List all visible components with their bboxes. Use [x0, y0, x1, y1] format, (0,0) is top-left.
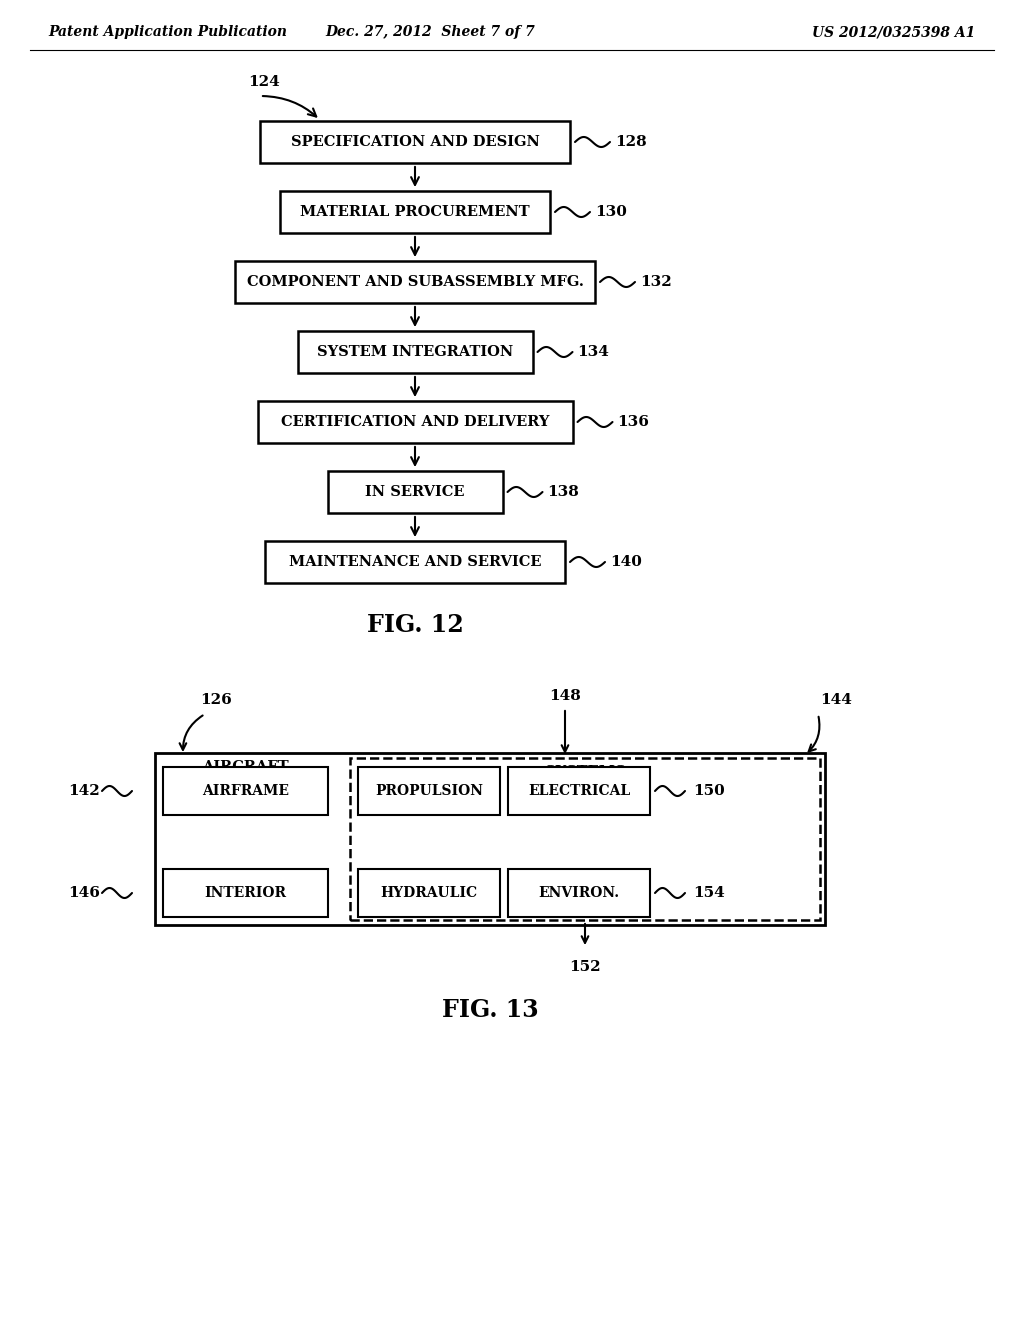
Text: Patent Application Publication: Patent Application Publication [48, 25, 287, 40]
Text: US 2012/0325398 A1: US 2012/0325398 A1 [812, 25, 975, 40]
Text: 134: 134 [578, 345, 609, 359]
Text: 148: 148 [549, 689, 581, 704]
Text: 152: 152 [569, 960, 601, 974]
Text: 144: 144 [820, 693, 852, 708]
FancyBboxPatch shape [508, 767, 650, 814]
FancyBboxPatch shape [298, 331, 532, 374]
FancyBboxPatch shape [260, 121, 570, 162]
FancyBboxPatch shape [257, 401, 572, 444]
FancyBboxPatch shape [163, 767, 328, 814]
Text: 124: 124 [248, 75, 280, 88]
Text: SPECIFICATION AND DESIGN: SPECIFICATION AND DESIGN [291, 135, 540, 149]
Text: CERTIFICATION AND DELIVERY: CERTIFICATION AND DELIVERY [281, 414, 549, 429]
FancyBboxPatch shape [358, 767, 500, 814]
Text: INTERIOR: INTERIOR [205, 886, 287, 900]
Text: PROPULSION: PROPULSION [375, 784, 483, 799]
Text: 146: 146 [69, 886, 100, 900]
FancyBboxPatch shape [163, 869, 328, 917]
Text: SYSTEM INTEGRATION: SYSTEM INTEGRATION [316, 345, 513, 359]
FancyBboxPatch shape [234, 261, 595, 304]
Text: 150: 150 [693, 784, 725, 799]
Text: ELECTRICAL: ELECTRICAL [528, 784, 630, 799]
Text: MAINTENANCE AND SERVICE: MAINTENANCE AND SERVICE [289, 554, 542, 569]
Text: 138: 138 [548, 484, 580, 499]
Text: 142: 142 [69, 784, 100, 799]
Text: 126: 126 [200, 693, 231, 708]
Text: Dec. 27, 2012  Sheet 7 of 7: Dec. 27, 2012 Sheet 7 of 7 [326, 25, 535, 40]
Text: 130: 130 [595, 205, 627, 219]
Text: 154: 154 [693, 886, 725, 900]
Text: FIG. 12: FIG. 12 [367, 612, 464, 638]
FancyBboxPatch shape [350, 758, 820, 920]
FancyBboxPatch shape [358, 869, 500, 917]
Text: 136: 136 [617, 414, 649, 429]
Text: COMPONENT AND SUBASSEMBLY MFG.: COMPONENT AND SUBASSEMBLY MFG. [247, 275, 584, 289]
FancyBboxPatch shape [328, 471, 503, 513]
FancyBboxPatch shape [155, 752, 825, 925]
FancyBboxPatch shape [508, 869, 650, 917]
Text: ENVIRON.: ENVIRON. [539, 886, 620, 900]
Text: 132: 132 [640, 275, 672, 289]
Text: FIG. 13: FIG. 13 [441, 998, 539, 1022]
Text: 128: 128 [615, 135, 647, 149]
Text: HYDRAULIC: HYDRAULIC [381, 886, 477, 900]
Text: SYSTEMS: SYSTEMS [545, 766, 626, 779]
Text: MATERIAL PROCUREMENT: MATERIAL PROCUREMENT [300, 205, 529, 219]
Text: AIRCRAFT: AIRCRAFT [202, 760, 289, 774]
FancyBboxPatch shape [280, 191, 550, 234]
Text: AIRFRAME: AIRFRAME [202, 784, 289, 799]
Text: IN SERVICE: IN SERVICE [366, 484, 465, 499]
Text: 140: 140 [610, 554, 642, 569]
FancyBboxPatch shape [265, 541, 565, 583]
